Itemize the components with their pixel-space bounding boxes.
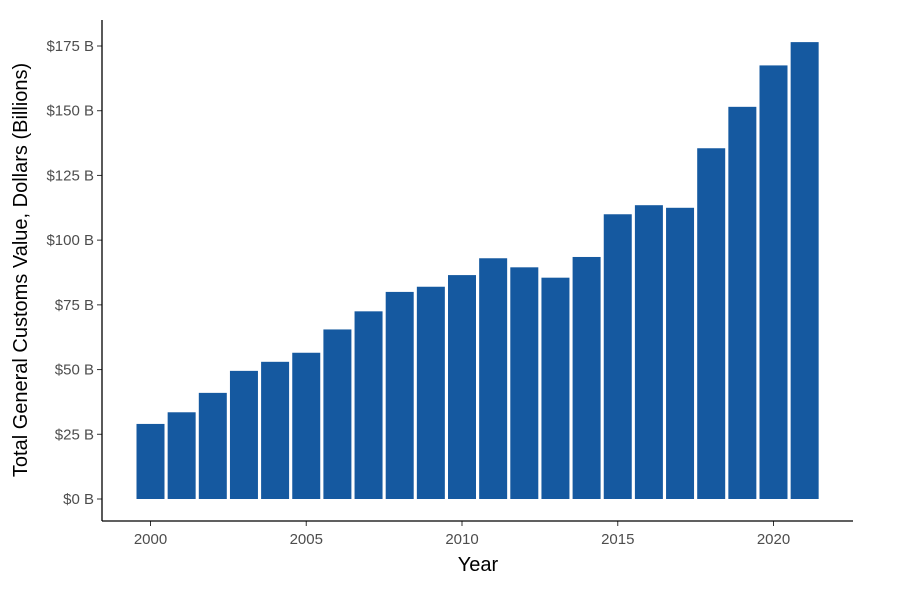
bar-2007 (354, 311, 383, 499)
x-axis-ticks: 2000 2005 2010 2015 2020 (134, 521, 790, 548)
bar-2003 (229, 370, 258, 499)
y-tick-label: $25 B (55, 426, 94, 443)
bar-2015 (603, 214, 632, 499)
bar-2001 (167, 412, 196, 499)
bar-2019 (728, 106, 757, 499)
bar-2010 (448, 275, 476, 499)
y-axis-ticks: $0 B $25 B $50 B $75 B $100 B $125 B $150 B $17… (46, 38, 102, 508)
x-tick-label: 2015 (601, 531, 634, 548)
bar-2018 (697, 148, 726, 499)
bar-2016 (634, 205, 663, 499)
bar-2005 (292, 352, 321, 499)
x-tick-label: 2005 (290, 531, 323, 548)
x-axis-title: Year (458, 554, 499, 576)
bar-2002 (198, 392, 227, 499)
y-axis-title: Total General Customs Value, Dollars (Bi… (10, 63, 32, 477)
x-tick-label: 2000 (134, 531, 167, 548)
y-tick-label: $75 B (55, 297, 94, 314)
bars-group (136, 42, 819, 500)
bar-2008 (385, 291, 414, 499)
bar-2014 (572, 256, 601, 499)
y-tick-label: $125 B (46, 167, 94, 184)
bar-2012 (510, 267, 539, 499)
x-tick-label: 2020 (757, 531, 790, 548)
y-tick-label: $50 B (55, 362, 94, 379)
bar-2020 (759, 65, 788, 499)
bar-2021 (790, 42, 819, 500)
bar-2004 (261, 361, 290, 499)
x-tick-label: 2010 (445, 531, 478, 548)
y-tick-label: $100 B (46, 232, 94, 249)
y-tick-label: $175 B (46, 38, 94, 55)
y-tick-label: $0 B (63, 491, 94, 508)
bar-2013 (541, 277, 570, 499)
y-tick-label: $150 B (46, 103, 94, 120)
bar-2006 (323, 329, 352, 499)
bar-2000 (136, 423, 165, 499)
bar-2017 (666, 207, 695, 500)
bar-2011 (479, 258, 508, 499)
bar-2009 (416, 286, 445, 499)
